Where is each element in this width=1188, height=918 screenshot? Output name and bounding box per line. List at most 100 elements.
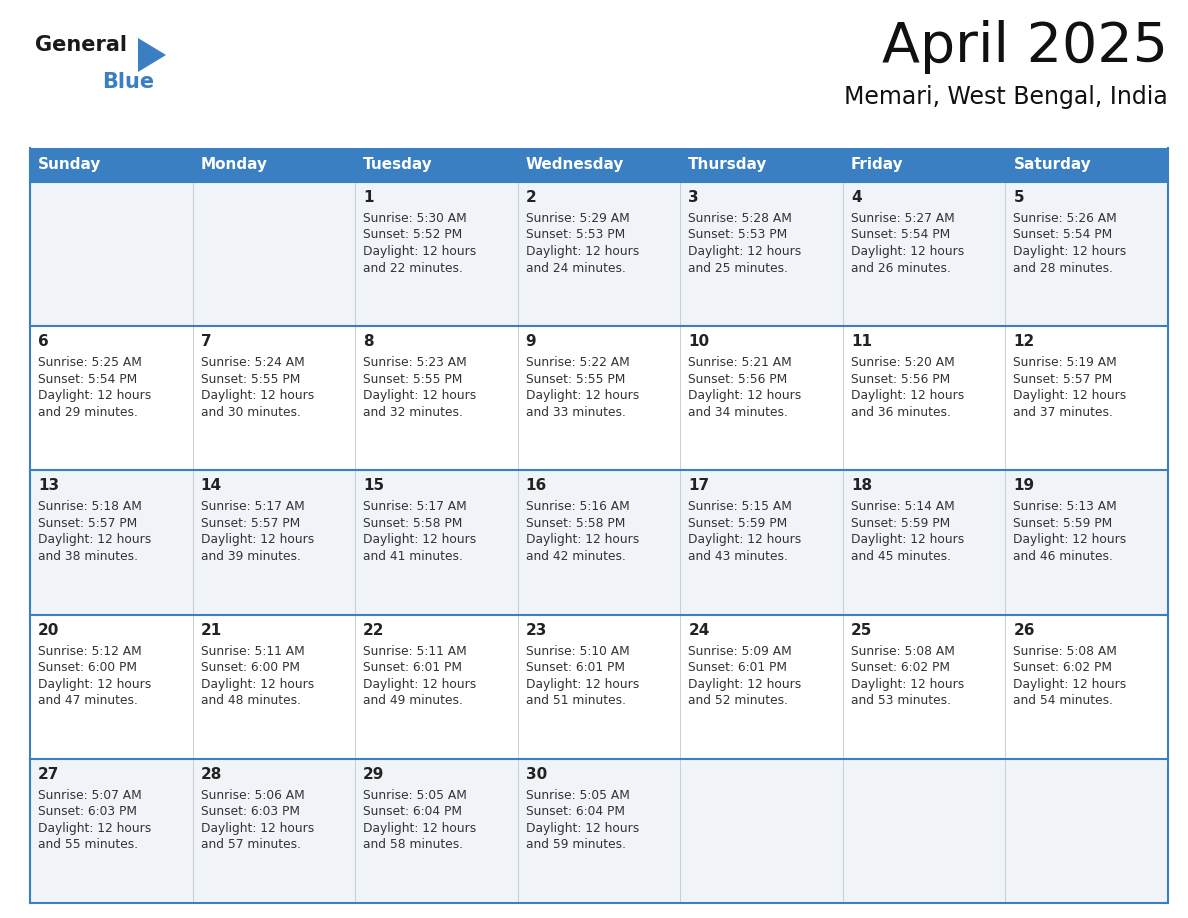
Text: Sunset: 5:53 PM: Sunset: 5:53 PM [526,229,625,241]
Bar [30,470,1168,614]
Text: Sunset: 5:58 PM: Sunset: 5:58 PM [364,517,462,530]
Text: and 55 minutes.: and 55 minutes. [38,838,138,851]
Text: Sunrise: 5:11 AM: Sunrise: 5:11 AM [364,644,467,657]
Text: Sunset: 6:04 PM: Sunset: 6:04 PM [364,805,462,818]
Text: Tuesday: Tuesday [364,158,432,173]
Text: Daylight: 12 hours: Daylight: 12 hours [1013,677,1126,690]
Text: Sunset: 5:57 PM: Sunset: 5:57 PM [1013,373,1113,386]
Text: Sunset: 6:00 PM: Sunset: 6:00 PM [38,661,137,674]
Text: and 37 minutes.: and 37 minutes. [1013,406,1113,419]
Text: Sunrise: 5:25 AM: Sunrise: 5:25 AM [38,356,141,369]
Text: Sunset: 6:03 PM: Sunset: 6:03 PM [38,805,137,818]
Text: and 26 minutes.: and 26 minutes. [851,262,950,274]
Text: Daylight: 12 hours: Daylight: 12 hours [688,677,802,690]
Text: 24: 24 [688,622,709,638]
Text: 2: 2 [526,190,537,205]
Text: and 30 minutes.: and 30 minutes. [201,406,301,419]
Text: 6: 6 [38,334,49,349]
Text: Sunrise: 5:17 AM: Sunrise: 5:17 AM [201,500,304,513]
Text: Sunrise: 5:24 AM: Sunrise: 5:24 AM [201,356,304,369]
Text: and 32 minutes.: and 32 minutes. [364,406,463,419]
Text: and 46 minutes.: and 46 minutes. [1013,550,1113,563]
Text: Sunrise: 5:29 AM: Sunrise: 5:29 AM [526,212,630,225]
Text: Daylight: 12 hours: Daylight: 12 hours [851,245,965,258]
Text: Sunrise: 5:13 AM: Sunrise: 5:13 AM [1013,500,1117,513]
Text: Sunrise: 5:19 AM: Sunrise: 5:19 AM [1013,356,1117,369]
Text: 4: 4 [851,190,861,205]
Text: and 28 minutes.: and 28 minutes. [1013,262,1113,274]
Text: Daylight: 12 hours: Daylight: 12 hours [38,389,151,402]
Text: 7: 7 [201,334,211,349]
Text: Sunset: 6:02 PM: Sunset: 6:02 PM [851,661,950,674]
Text: 21: 21 [201,622,222,638]
Text: and 39 minutes.: and 39 minutes. [201,550,301,563]
Text: General: General [34,35,127,55]
Text: Sunset: 5:53 PM: Sunset: 5:53 PM [688,229,788,241]
Text: 25: 25 [851,622,872,638]
Text: Wednesday: Wednesday [526,158,624,173]
Text: Sunset: 6:03 PM: Sunset: 6:03 PM [201,805,299,818]
Text: and 38 minutes.: and 38 minutes. [38,550,138,563]
Text: Sunset: 5:58 PM: Sunset: 5:58 PM [526,517,625,530]
Text: Daylight: 12 hours: Daylight: 12 hours [688,245,802,258]
Text: 15: 15 [364,478,384,493]
Text: Daylight: 12 hours: Daylight: 12 hours [1013,533,1126,546]
Text: 13: 13 [38,478,59,493]
Text: Daylight: 12 hours: Daylight: 12 hours [201,677,314,690]
Text: Daylight: 12 hours: Daylight: 12 hours [1013,245,1126,258]
Text: 26: 26 [1013,622,1035,638]
Text: 1: 1 [364,190,374,205]
Text: and 53 minutes.: and 53 minutes. [851,694,950,707]
Text: Daylight: 12 hours: Daylight: 12 hours [851,389,965,402]
Text: and 25 minutes.: and 25 minutes. [688,262,789,274]
Text: Thursday: Thursday [688,158,767,173]
Text: and 59 minutes.: and 59 minutes. [526,838,626,851]
Text: Sunrise: 5:10 AM: Sunrise: 5:10 AM [526,644,630,657]
Bar [30,614,1168,759]
Text: Daylight: 12 hours: Daylight: 12 hours [364,677,476,690]
Text: 18: 18 [851,478,872,493]
Text: Sunrise: 5:07 AM: Sunrise: 5:07 AM [38,789,141,801]
Text: Sunset: 6:02 PM: Sunset: 6:02 PM [1013,661,1112,674]
Text: Memari, West Bengal, India: Memari, West Bengal, India [845,85,1168,109]
Text: 28: 28 [201,767,222,782]
Text: Sunrise: 5:15 AM: Sunrise: 5:15 AM [688,500,792,513]
Text: Daylight: 12 hours: Daylight: 12 hours [364,245,476,258]
Text: Sunrise: 5:27 AM: Sunrise: 5:27 AM [851,212,955,225]
Bar [30,326,1168,470]
Text: Sunset: 6:00 PM: Sunset: 6:00 PM [201,661,299,674]
Text: and 43 minutes.: and 43 minutes. [688,550,788,563]
Text: and 58 minutes.: and 58 minutes. [364,838,463,851]
Bar [30,759,1168,903]
Text: Daylight: 12 hours: Daylight: 12 hours [1013,389,1126,402]
Text: and 48 minutes.: and 48 minutes. [201,694,301,707]
Text: Sunset: 5:54 PM: Sunset: 5:54 PM [38,373,138,386]
Text: Daylight: 12 hours: Daylight: 12 hours [364,389,476,402]
Text: Sunrise: 5:08 AM: Sunrise: 5:08 AM [1013,644,1117,657]
Text: Sunrise: 5:09 AM: Sunrise: 5:09 AM [688,644,792,657]
Text: Daylight: 12 hours: Daylight: 12 hours [851,677,965,690]
Text: and 51 minutes.: and 51 minutes. [526,694,626,707]
Text: Sunrise: 5:21 AM: Sunrise: 5:21 AM [688,356,792,369]
Text: Sunrise: 5:23 AM: Sunrise: 5:23 AM [364,356,467,369]
Text: Sunset: 5:55 PM: Sunset: 5:55 PM [364,373,462,386]
Text: and 52 minutes.: and 52 minutes. [688,694,789,707]
Text: 19: 19 [1013,478,1035,493]
Text: Daylight: 12 hours: Daylight: 12 hours [688,533,802,546]
Text: 29: 29 [364,767,385,782]
Text: and 24 minutes.: and 24 minutes. [526,262,626,274]
Text: Sunrise: 5:20 AM: Sunrise: 5:20 AM [851,356,955,369]
Text: 11: 11 [851,334,872,349]
Text: Sunrise: 5:08 AM: Sunrise: 5:08 AM [851,644,955,657]
Text: and 29 minutes.: and 29 minutes. [38,406,138,419]
Text: 20: 20 [38,622,59,638]
Text: and 22 minutes.: and 22 minutes. [364,262,463,274]
Text: Sunrise: 5:11 AM: Sunrise: 5:11 AM [201,644,304,657]
Text: April 2025: April 2025 [881,20,1168,74]
Text: Sunset: 6:01 PM: Sunset: 6:01 PM [526,661,625,674]
Text: 9: 9 [526,334,536,349]
Text: Daylight: 12 hours: Daylight: 12 hours [526,389,639,402]
Text: Sunset: 5:54 PM: Sunset: 5:54 PM [1013,229,1113,241]
Text: Sunset: 5:59 PM: Sunset: 5:59 PM [851,517,950,530]
Text: 14: 14 [201,478,222,493]
